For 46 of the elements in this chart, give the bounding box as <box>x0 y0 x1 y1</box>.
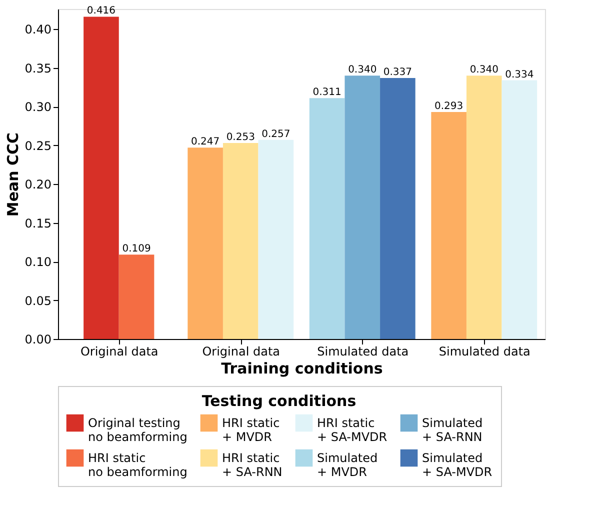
x-tick-label: Original data <box>80 344 158 358</box>
x-tick-label: Simulated data <box>438 344 530 358</box>
data-label: 0.257 <box>262 128 290 140</box>
y-axis-title: Mean CCC <box>4 132 22 217</box>
bar <box>309 98 345 339</box>
x-tick-label: Simulated data <box>317 344 409 358</box>
y-tick-label: 0.00 <box>24 332 52 346</box>
bar <box>118 254 154 339</box>
bar <box>344 76 380 339</box>
data-label: 0.340 <box>348 64 377 76</box>
legend-label: HRI static no beamforming <box>88 451 188 479</box>
legend-label: HRI static + SA-MVDR <box>317 416 388 444</box>
data-label: 0.293 <box>434 101 464 112</box>
x-tick-label: Original data <box>202 344 280 358</box>
legend-label: Simulated + SA-MVDR <box>422 451 492 479</box>
data-label: 0.253 <box>226 132 255 144</box>
bar <box>502 80 538 339</box>
y-tick-label: 0.20 <box>24 178 52 192</box>
legend-label: Original testing no beamforming <box>88 416 188 444</box>
y-tick-label: 0.10 <box>24 255 52 270</box>
bar <box>222 143 258 339</box>
data-label: 0.334 <box>505 69 534 80</box>
data-label: 0.109 <box>122 244 151 255</box>
bar <box>380 78 416 339</box>
bar <box>466 76 502 339</box>
bar <box>258 140 294 339</box>
data-label: 0.416 <box>86 6 116 17</box>
y-tick-label: 0.30 <box>24 100 52 114</box>
y-tick-label: 0.40 <box>24 22 52 37</box>
x-axis-title: Training conditions <box>221 360 383 378</box>
data-label: 0.340 <box>470 64 498 76</box>
bar <box>431 112 466 339</box>
y-tick-label: 0.05 <box>24 294 52 308</box>
y-tick-label: 0.25 <box>24 138 52 153</box>
data-label: 0.311 <box>312 87 342 98</box>
y-tick-label: 0.15 <box>24 216 52 230</box>
data-label: 0.337 <box>383 66 412 78</box>
legend-label: HRI static + SA-RNN <box>222 451 282 479</box>
legend-label: HRI static + MVDR <box>222 416 280 444</box>
legend-label: Simulated + MVDR <box>317 451 378 479</box>
data-label: 0.247 <box>190 136 220 148</box>
legend-title: Testing conditions <box>202 392 356 410</box>
bar <box>188 148 223 339</box>
bar <box>84 16 119 339</box>
y-tick-label: 0.35 <box>24 61 52 76</box>
legend-label: Simulated + SA-RNN <box>422 416 483 444</box>
